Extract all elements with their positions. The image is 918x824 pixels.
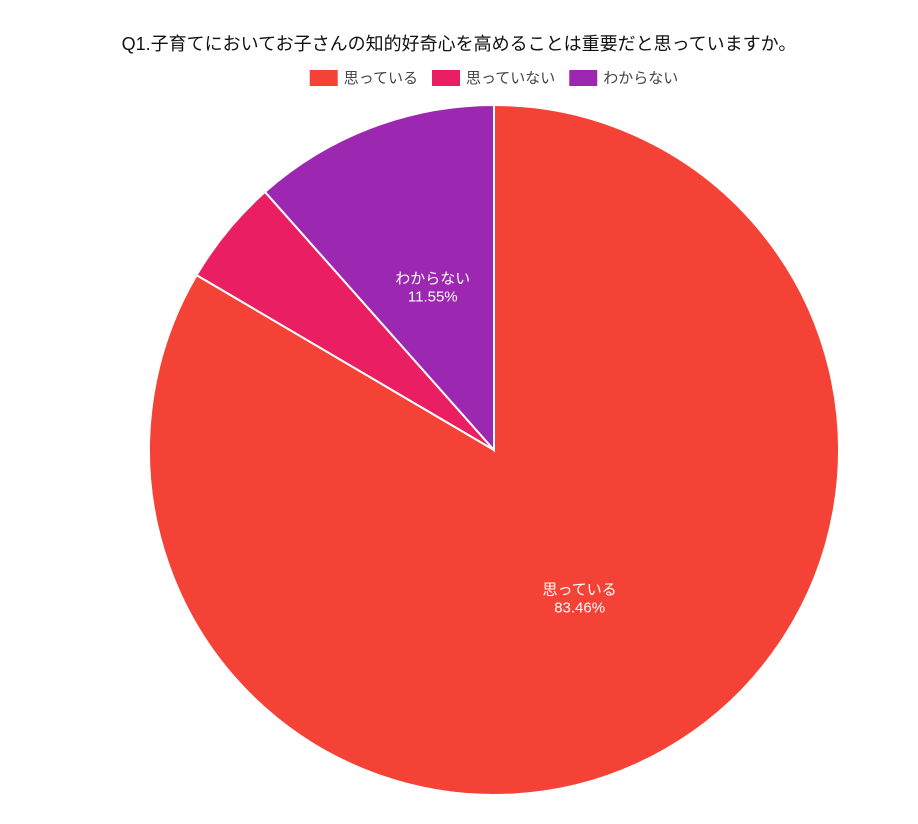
slice-label-name: わからない (395, 271, 470, 288)
slice-label-name: 思っている (543, 582, 617, 599)
legend-label: わからない (603, 70, 678, 87)
legend-swatch (431, 70, 460, 86)
legend-label: 思っている (344, 70, 418, 87)
slice-label-value: 83.46% (554, 600, 605, 617)
legend-label: 思っていない (466, 70, 555, 87)
legend: 思っている 思っていない わからない (309, 70, 678, 87)
slice-label-value: 11.55% (408, 289, 458, 306)
pie-slice (263, 103, 495, 453)
legend-swatch (569, 70, 598, 86)
legend-swatch (309, 70, 338, 86)
chart-title: Q1.子育てにおいてお子さんの知的好奇心を高めることは重要だと思っていますか。 (122, 34, 797, 54)
